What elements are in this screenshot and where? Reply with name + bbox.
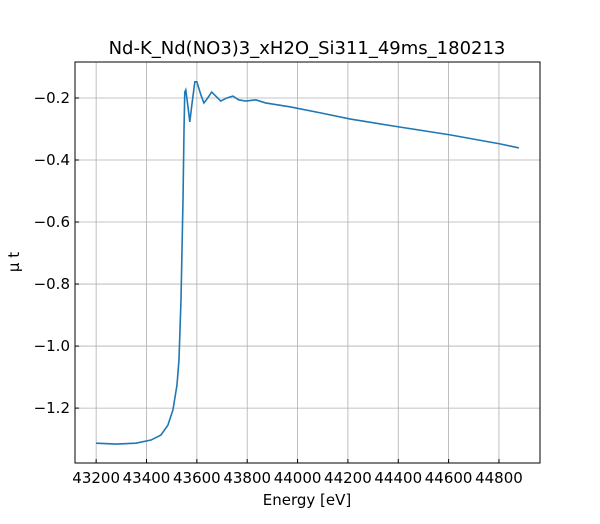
y-tick-label: −1.0 bbox=[34, 337, 70, 355]
plot-frame bbox=[74, 61, 541, 464]
x-tick-label: 43600 bbox=[173, 469, 221, 487]
x-tick-label: 44800 bbox=[475, 469, 523, 487]
y-tick-label: −0.6 bbox=[34, 213, 70, 231]
x-tick-label: 44600 bbox=[425, 469, 473, 487]
data-line bbox=[96, 81, 520, 445]
x-tick-label: 44200 bbox=[324, 469, 372, 487]
y-tick-label: −1.2 bbox=[34, 399, 70, 417]
y-axis-label: μ t bbox=[5, 252, 23, 272]
y-tick-label: −0.4 bbox=[34, 151, 70, 169]
x-tick-label: 43400 bbox=[123, 469, 171, 487]
x-tick-label: 43200 bbox=[72, 469, 120, 487]
x-tick-label: 44000 bbox=[274, 469, 322, 487]
y-tick-label: −0.2 bbox=[34, 89, 70, 107]
y-tick-label: −0.8 bbox=[34, 275, 70, 293]
x-tick-label: 44400 bbox=[374, 469, 422, 487]
x-tick-label: 43800 bbox=[223, 469, 271, 487]
chart-title: Nd-K_Nd(NO3)3_xH2O_Si311_49ms_180213 bbox=[109, 38, 506, 59]
x-axis-label: Energy [eV] bbox=[263, 491, 351, 509]
